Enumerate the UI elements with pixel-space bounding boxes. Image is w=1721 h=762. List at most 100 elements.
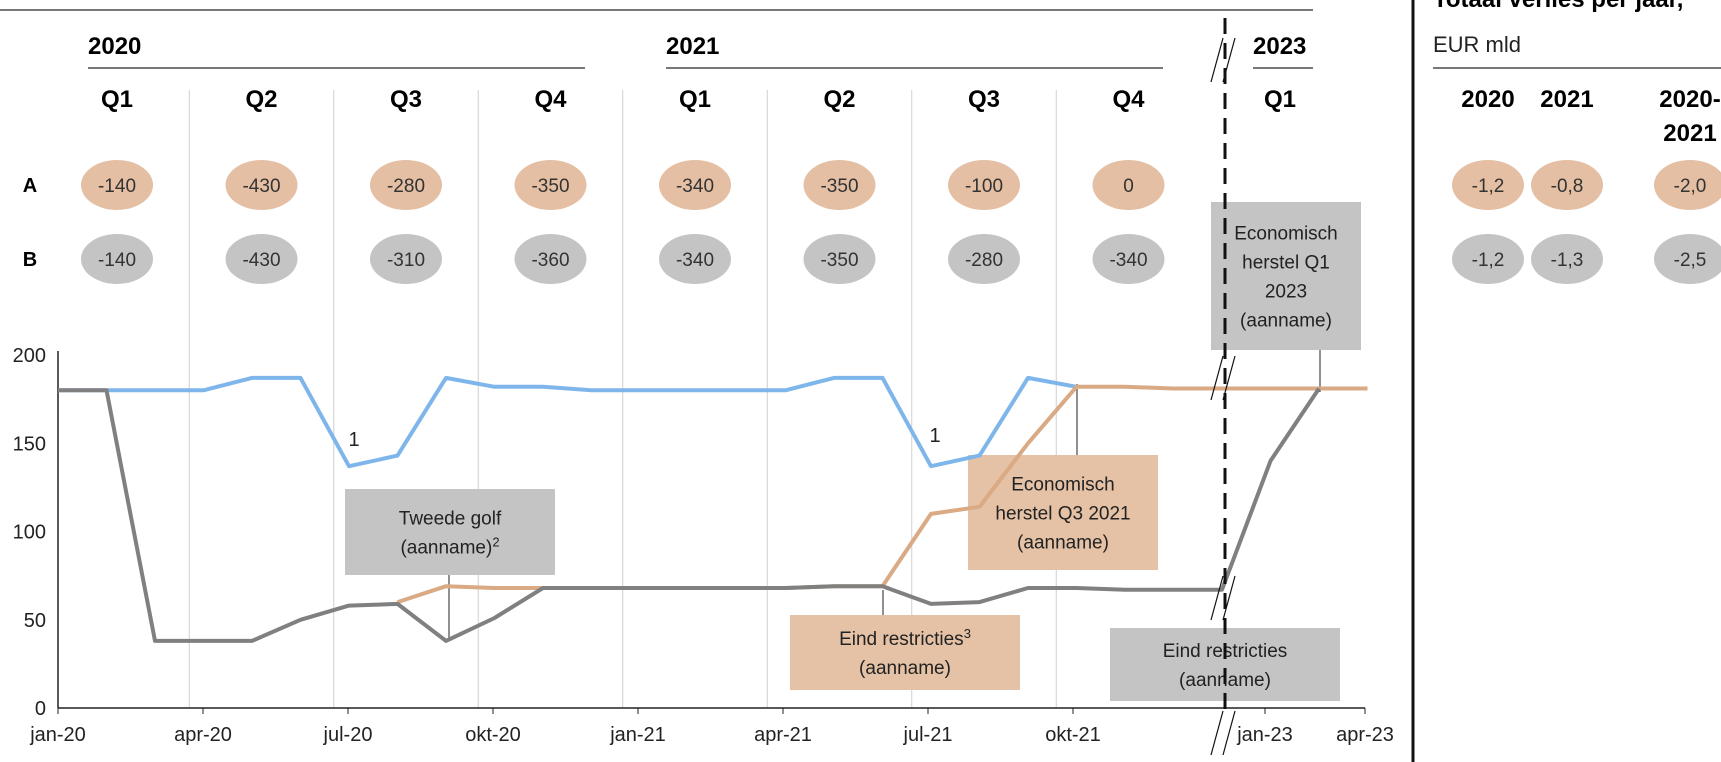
quarter-label: Q1 bbox=[101, 86, 133, 113]
value-pill bbox=[1092, 234, 1165, 284]
annotation-box bbox=[790, 615, 1020, 690]
value-pill bbox=[514, 234, 587, 284]
annotation-box bbox=[345, 489, 555, 575]
annotation-box bbox=[968, 455, 1158, 570]
panel-value-pill bbox=[1654, 160, 1721, 210]
quarter-label: Q1 bbox=[679, 86, 711, 113]
panel-unit: EUR mld bbox=[1433, 32, 1521, 57]
pill-value: -350 bbox=[820, 250, 858, 271]
quarter-label: Q1 bbox=[1264, 86, 1296, 113]
panel-value-pill bbox=[1531, 234, 1603, 284]
pill-value: -100 bbox=[965, 176, 1003, 197]
annotation-box bbox=[1211, 202, 1361, 350]
panel-value-pill bbox=[1531, 160, 1603, 210]
pill-value: 0 bbox=[1123, 176, 1134, 197]
pill-value: -340 bbox=[676, 176, 714, 197]
value-pill bbox=[225, 234, 298, 284]
point-label: 1 bbox=[348, 429, 359, 451]
x-tick-label: jul-21 bbox=[903, 724, 953, 746]
value-pill bbox=[803, 234, 876, 284]
pill-value: -340 bbox=[1109, 250, 1147, 271]
pill-value: -360 bbox=[531, 250, 569, 271]
quarter-label: Q2 bbox=[823, 86, 855, 113]
quarter-label: Q4 bbox=[534, 86, 567, 113]
footnote-marker: 2 bbox=[492, 534, 499, 549]
x-tick-label: apr-23 bbox=[1336, 724, 1394, 746]
point-label: 1 bbox=[929, 425, 940, 447]
annotation-box bbox=[1110, 628, 1340, 701]
value-pill bbox=[1092, 160, 1165, 210]
quarter-label: Q3 bbox=[968, 86, 1000, 113]
axis-break-mark bbox=[1210, 37, 1224, 83]
y-tick-label: 100 bbox=[13, 522, 46, 544]
annotation-text: Economisch bbox=[1011, 475, 1115, 496]
pill-value: -430 bbox=[242, 176, 280, 197]
panel-column-label: 2020 bbox=[1461, 86, 1514, 113]
panel-pill-value: -1,2 bbox=[1472, 176, 1505, 197]
axis-break-mark bbox=[1222, 710, 1236, 756]
annotation-text: (aanname) bbox=[1017, 533, 1109, 554]
value-pill bbox=[370, 160, 442, 210]
annotation-text: herstel Q3 2021 bbox=[995, 504, 1130, 525]
x-tick-label: jan-20 bbox=[29, 724, 86, 746]
panel-pill-value: -1,3 bbox=[1551, 250, 1584, 271]
annotation-text: herstel Q1 bbox=[1242, 253, 1330, 274]
value-pill bbox=[948, 160, 1020, 210]
annotation-text: (aanname) bbox=[859, 658, 951, 679]
annotation-text: (aanname) bbox=[1240, 311, 1332, 332]
panel-pill-value: -1,2 bbox=[1472, 250, 1505, 271]
y-tick-label: 0 bbox=[35, 698, 46, 720]
axis-break-mark bbox=[1222, 355, 1236, 401]
pill-value: -140 bbox=[98, 176, 136, 197]
value-pill bbox=[370, 234, 442, 284]
axis-break-mark bbox=[1210, 710, 1224, 756]
pill-value: -340 bbox=[676, 250, 714, 271]
year-label: 2020 bbox=[88, 33, 141, 60]
panel-column-label: 2021 bbox=[1540, 86, 1593, 113]
series-line bbox=[58, 375, 1077, 469]
year-label: 2021 bbox=[666, 33, 719, 60]
year-label: 2023 bbox=[1253, 33, 1306, 60]
value-pill bbox=[803, 160, 876, 210]
x-tick-label: okt-21 bbox=[1045, 724, 1101, 746]
panel-pill-value: -2,5 bbox=[1674, 250, 1707, 271]
axis-break-mark bbox=[1210, 355, 1224, 401]
panel-column-label: 2020- bbox=[1659, 86, 1720, 113]
pill-value: -350 bbox=[531, 176, 569, 197]
series-line bbox=[58, 387, 1321, 643]
value-pill bbox=[225, 160, 298, 210]
panel-pill-value: -0,8 bbox=[1551, 176, 1584, 197]
row-label: B bbox=[23, 249, 37, 271]
value-pill bbox=[948, 234, 1020, 284]
value-pill bbox=[514, 160, 587, 210]
axis-break-mark bbox=[1222, 575, 1236, 621]
x-tick-label: jul-20 bbox=[323, 724, 373, 746]
axis-break-mark bbox=[1222, 37, 1236, 83]
panel-value-pill bbox=[1654, 234, 1721, 284]
quarter-label: Q4 bbox=[1112, 86, 1145, 113]
x-tick-label: okt-20 bbox=[465, 724, 521, 746]
quarter-label: Q3 bbox=[390, 86, 422, 113]
footnote-marker: 3 bbox=[964, 626, 971, 641]
value-pill bbox=[659, 160, 731, 210]
panel-pill-value: -2,0 bbox=[1674, 176, 1707, 197]
value-pill bbox=[659, 234, 731, 284]
x-tick-label: apr-21 bbox=[754, 724, 812, 746]
panel-title: Totaal verlies per jaar, bbox=[1433, 0, 1683, 13]
panel-value-pill bbox=[1452, 234, 1524, 284]
y-tick-label: 200 bbox=[13, 345, 46, 367]
row-label: A bbox=[23, 175, 37, 197]
y-tick-label: 50 bbox=[24, 610, 46, 632]
x-tick-label: apr-20 bbox=[174, 724, 232, 746]
x-tick-label: jan-23 bbox=[1236, 724, 1293, 746]
pill-value: -310 bbox=[387, 250, 425, 271]
panel-value-pill bbox=[1452, 160, 1524, 210]
axis-break-mark bbox=[1210, 575, 1224, 621]
y-tick-label: 150 bbox=[13, 433, 46, 455]
pill-value: -280 bbox=[387, 176, 425, 197]
x-tick-label: jan-21 bbox=[609, 724, 666, 746]
panel-column-label: 2021 bbox=[1663, 120, 1716, 147]
pill-value: -280 bbox=[965, 250, 1003, 271]
annotation-text: Economisch bbox=[1234, 224, 1338, 245]
